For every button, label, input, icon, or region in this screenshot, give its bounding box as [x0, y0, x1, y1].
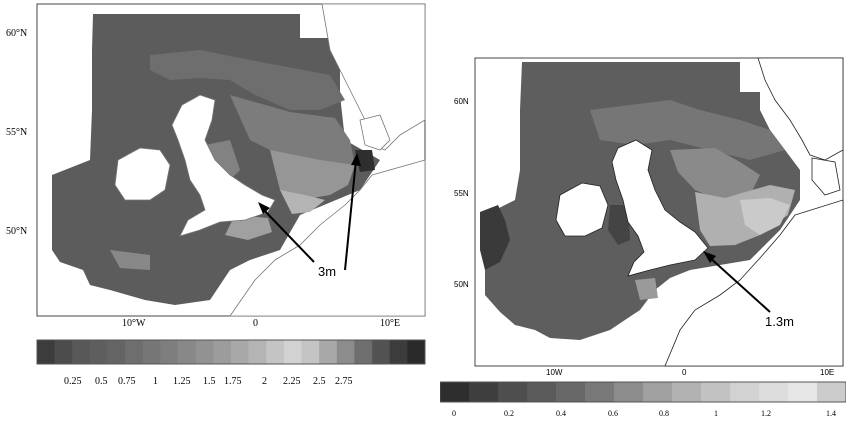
right-lon-label-10w: 10W — [546, 368, 563, 377]
left-lon-label-0: 0 — [253, 318, 258, 329]
right-map: 60N 55N 50N 10W 0 10E 1.3m 0 0.2 0.4 0.6… — [439, 57, 846, 418]
left-colorbar-swatch-10 — [213, 340, 232, 364]
left-lat-label-60: 60°N — [6, 28, 27, 39]
left-colorbar-swatch-6 — [142, 340, 161, 364]
right-colorbar-swatch-12 — [788, 382, 818, 402]
right-cb-tick-0: 0 — [452, 409, 456, 418]
right-lon-label-10e: 10E — [820, 368, 834, 377]
right-colorbar-labels: 0 0.2 0.4 0.6 0.8 1 1.2 1.4 — [452, 409, 836, 418]
right-cb-tick-1: 0.2 — [504, 409, 514, 418]
left-cb-tick-5: 1.5 — [203, 376, 216, 387]
right-colorbar-swatch-13 — [817, 382, 846, 402]
left-colorbar-swatch-0 — [37, 340, 55, 364]
left-colorbar-swatch-4 — [107, 340, 126, 364]
left-lat-label-55: 55°N — [6, 127, 27, 138]
great-britain — [611, 139, 709, 277]
right-lat-label-50: 50N — [454, 280, 469, 289]
left-map-annotation: 3m — [318, 264, 336, 279]
right-colorbar-swatch-0 — [440, 382, 470, 402]
right-colorbar-swatch-9 — [701, 382, 731, 402]
left-colorbar — [36, 339, 426, 365]
right-colorbar-swatch-8 — [672, 382, 702, 402]
arrow-to-gb-coast — [261, 207, 315, 263]
left-cb-tick-2: 0.75 — [118, 376, 136, 387]
right-colorbar-swatch-10 — [730, 382, 760, 402]
left-cb-tick-9: 2.5 — [313, 376, 326, 387]
right-lat-label-60: 60N — [454, 97, 469, 106]
left-colorbar-swatch-8 — [178, 340, 197, 364]
left-colorbar-swatch-18 — [354, 340, 373, 364]
right-colorbar-swatch-7 — [643, 382, 673, 402]
right-cb-tick-7: 1.4 — [826, 409, 836, 418]
left-colorbar-swatch-16 — [319, 340, 338, 364]
left-colorbar-swatch-3 — [89, 340, 108, 364]
left-cb-tick-6: 1.75 — [224, 376, 242, 387]
left-cb-tick-4: 1.25 — [173, 376, 191, 387]
left-colorbar-swatch-11 — [231, 340, 249, 364]
great-britain — [171, 94, 276, 237]
left-colorbar-labels: 0.25 0.5 0.75 1 1.25 1.5 1.75 2 2.25 2.5… — [64, 376, 353, 387]
arrow-to-thames — [707, 255, 771, 313]
right-colorbar-swatch-11 — [759, 382, 789, 402]
right-colorbar-frame — [439, 381, 846, 403]
right-colorbar-swatch-3 — [527, 382, 557, 402]
right-cb-tick-4: 0.8 — [659, 409, 669, 418]
right-colorbar-swatch-2 — [498, 382, 528, 402]
arrow-to-german-coast — [344, 159, 357, 271]
right-map-annotation: 1.3m — [765, 314, 794, 329]
left-cb-tick-1: 0.5 — [95, 376, 108, 387]
left-lat-label-50: 50°N — [6, 226, 27, 237]
left-map-sea-field — [52, 14, 380, 305]
right-colorbar-swatch-6 — [614, 382, 644, 402]
left-colorbar-swatch-7 — [160, 340, 179, 364]
denmark — [359, 114, 391, 151]
right-cb-tick-3: 0.6 — [608, 409, 618, 418]
left-lon-label-10e: 10°E — [380, 318, 400, 329]
left-colorbar-frame — [36, 339, 426, 365]
left-cb-tick-0: 0.25 — [64, 376, 82, 387]
left-map-arrows — [258, 153, 361, 271]
ireland — [114, 147, 171, 201]
right-lat-label-55: 55N — [454, 189, 469, 198]
continent — [664, 199, 844, 367]
scandinavia — [757, 57, 844, 161]
right-cb-tick-2: 0.4 — [556, 409, 566, 418]
left-colorbar-swatch-9 — [195, 340, 214, 364]
left-colorbar-swatch-17 — [336, 340, 355, 364]
left-map-land — [114, 3, 426, 317]
left-cb-tick-10: 2.75 — [335, 376, 353, 387]
right-colorbar-swatch-1 — [469, 382, 499, 402]
left-cb-tick-3: 1 — [153, 376, 158, 387]
right-cb-tick-5: 1 — [714, 409, 718, 418]
left-map: 60°N 55°N 50°N 10°W 0 10°E 3m 0.25 0.5 0… — [6, 3, 426, 387]
left-colorbar-swatch-5 — [125, 340, 144, 364]
left-cb-tick-7: 2 — [262, 376, 267, 387]
right-map-arrows — [703, 251, 771, 313]
denmark — [811, 157, 841, 196]
left-colorbar-swatch-12 — [248, 340, 267, 364]
left-lon-label-10w: 10°W — [122, 318, 146, 329]
left-map-panel: 60°N 55°N 50°N 10°W 0 10°E 3m 0.25 0.5 0… — [6, 3, 426, 387]
left-colorbar-swatch-13 — [266, 340, 285, 364]
ireland — [555, 182, 609, 237]
right-colorbar — [439, 381, 846, 403]
right-map-panel: 60N 55N 50N 10W 0 10E 1.3m 0 0.2 0.4 0.6… — [439, 0, 846, 420]
right-cb-tick-6: 1.2 — [761, 409, 771, 418]
left-colorbar-swatch-15 — [301, 340, 320, 364]
right-lon-label-0: 0 — [682, 368, 687, 377]
left-colorbar-swatch-2 — [72, 340, 91, 364]
right-colorbar-swatch-5 — [585, 382, 615, 402]
left-colorbar-swatch-14 — [283, 340, 302, 364]
continent — [229, 159, 426, 317]
left-cb-tick-8: 2.25 — [283, 376, 301, 387]
left-colorbar-swatch-20 — [389, 340, 408, 364]
right-colorbar-swatch-4 — [556, 382, 586, 402]
left-colorbar-swatch-1 — [54, 340, 73, 364]
left-colorbar-swatch-19 — [372, 340, 391, 364]
right-map-land — [555, 57, 844, 367]
left-colorbar-swatch-21 — [407, 340, 426, 364]
